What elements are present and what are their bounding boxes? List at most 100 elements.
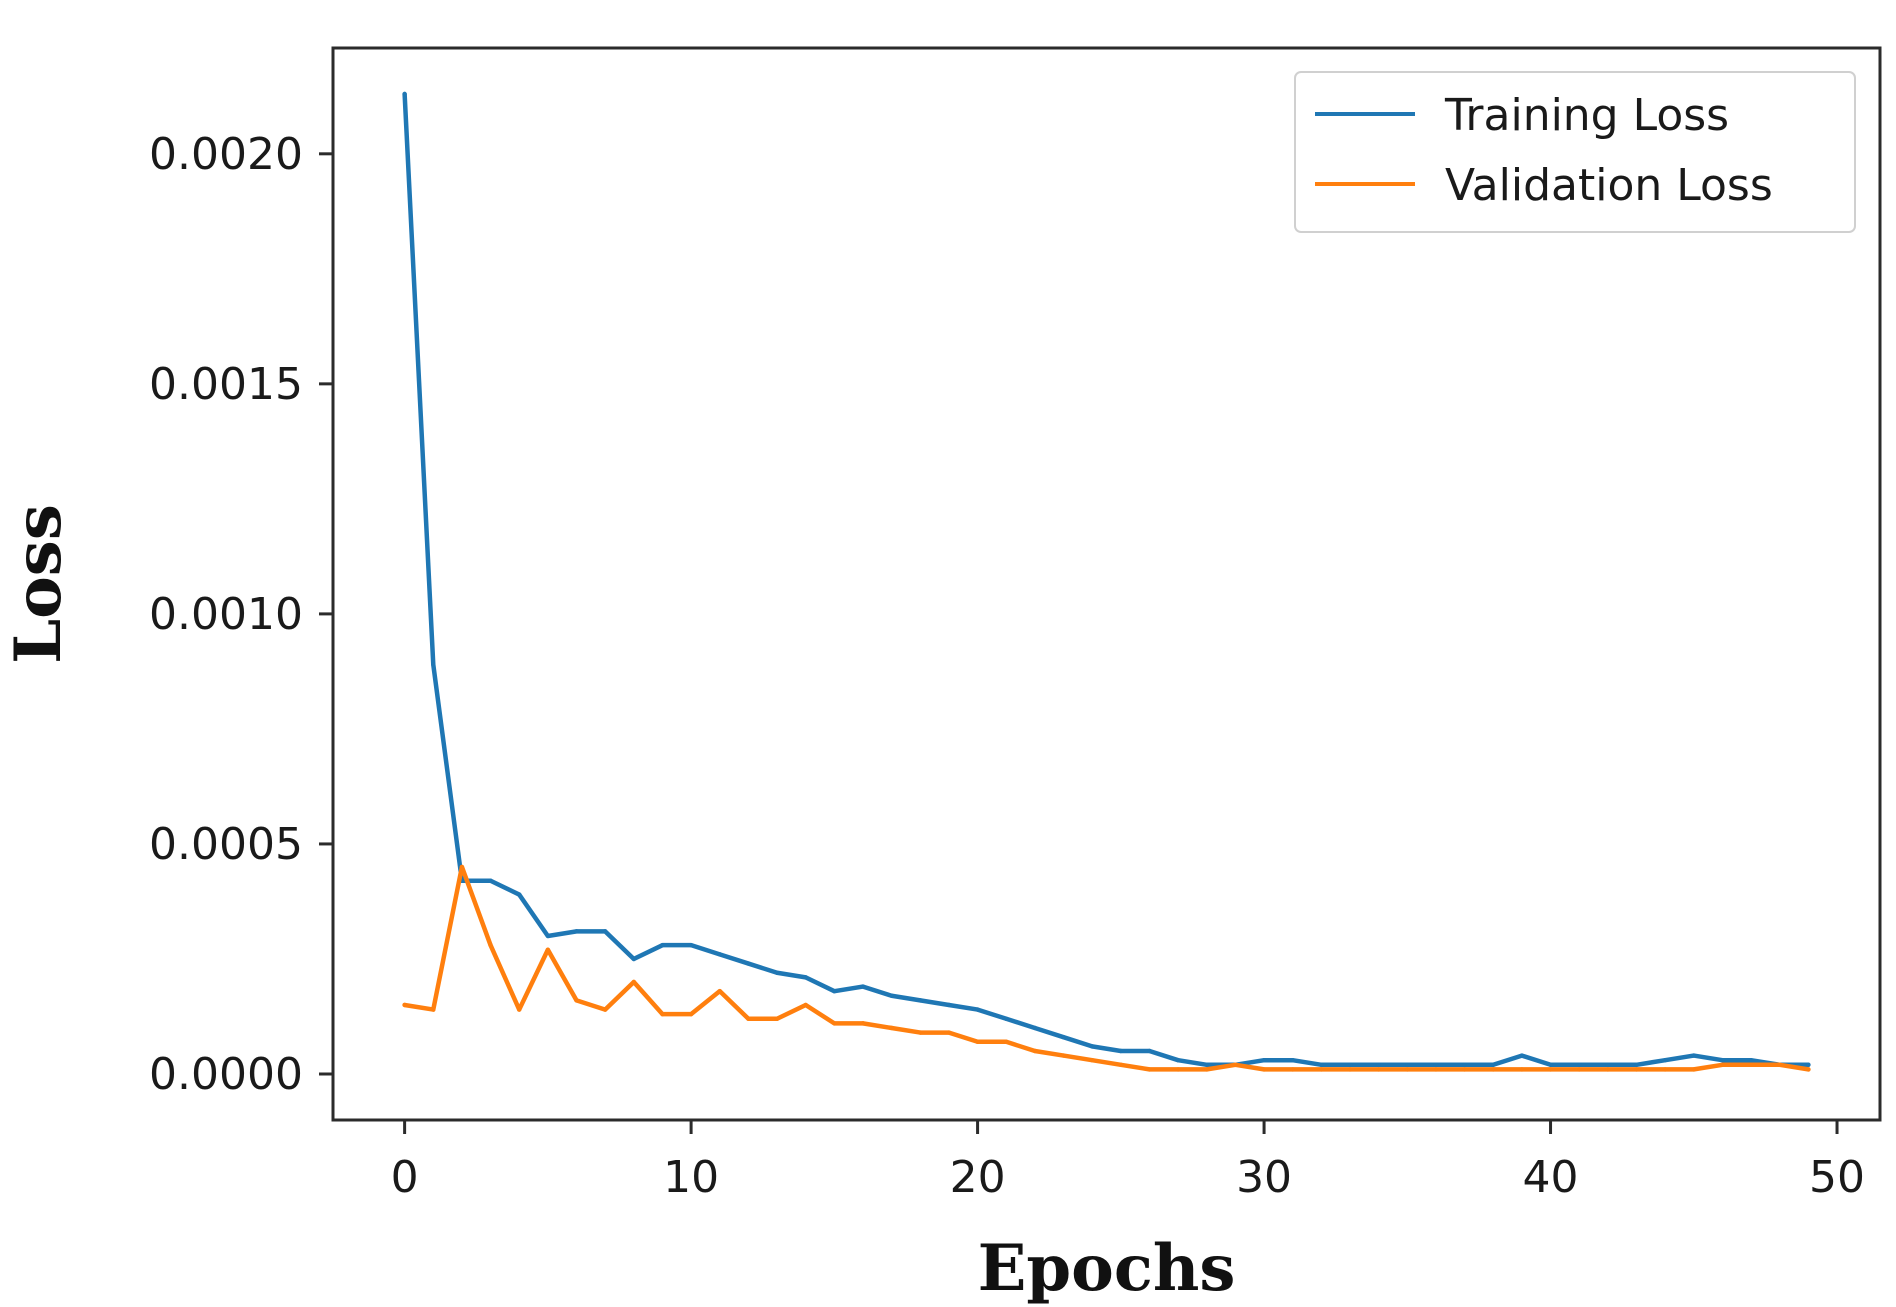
data-point-validation-loss <box>431 1007 436 1012</box>
data-point-validation-loss <box>860 1021 866 1026</box>
data-point-validation-loss <box>1175 1067 1181 1072</box>
x-tick-label: 0 <box>391 1152 419 1203</box>
data-point-validation-loss <box>517 1007 522 1012</box>
data-point-validation-loss <box>1147 1067 1152 1072</box>
data-point-training-loss <box>832 988 837 994</box>
data-point-validation-loss <box>1290 1067 1295 1072</box>
data-point-validation-loss <box>402 1002 407 1008</box>
data-point-validation-loss <box>1777 1062 1782 1067</box>
data-point-training-loss <box>717 952 722 957</box>
data-point-validation-loss <box>1433 1067 1439 1072</box>
data-point-training-loss <box>803 975 808 980</box>
data-point-validation-loss <box>574 998 579 1003</box>
data-point-validation-loss <box>803 1002 808 1008</box>
data-point-training-loss <box>1491 1062 1496 1067</box>
data-point-validation-loss <box>631 979 637 985</box>
data-point-training-loss <box>1204 1062 1209 1067</box>
data-point-training-loss <box>1806 1062 1811 1067</box>
data-point-training-loss <box>1118 1048 1124 1054</box>
data-point-validation-loss <box>1061 1053 1066 1058</box>
data-point-training-loss <box>574 929 579 934</box>
data-point-validation-loss <box>1319 1067 1324 1072</box>
plot-frame <box>331 46 1882 1122</box>
data-point-training-loss <box>1691 1053 1696 1058</box>
data-point-validation-loss <box>660 1011 665 1017</box>
plot-area <box>331 46 1882 1122</box>
data-point-validation-loss <box>1204 1067 1209 1072</box>
y-axis-title: Loss <box>1 504 76 664</box>
data-point-validation-loss <box>717 988 722 994</box>
data-point-training-loss <box>1032 1025 1038 1031</box>
data-point-validation-loss <box>545 947 551 952</box>
data-point-validation-loss <box>1462 1067 1467 1072</box>
data-point-training-loss <box>975 1007 980 1012</box>
data-point-validation-loss <box>832 1021 837 1026</box>
data-point-training-loss <box>1147 1048 1152 1054</box>
data-point-training-loss <box>1319 1062 1324 1067</box>
series-line-validation-loss <box>402 864 1811 1072</box>
data-point-training-loss <box>431 662 436 667</box>
data-point-training-loss <box>1004 1016 1009 1021</box>
data-point-validation-loss <box>1605 1067 1611 1072</box>
y-tick-label: 0.0005 <box>149 819 303 870</box>
data-point-validation-loss <box>1806 1067 1811 1072</box>
data-point-validation-loss <box>602 1007 608 1012</box>
data-point-training-loss <box>1347 1062 1353 1067</box>
data-point-validation-loss <box>1720 1062 1725 1067</box>
data-point-training-loss <box>1576 1062 1582 1067</box>
data-point-validation-loss <box>1118 1062 1124 1067</box>
x-tick-label: 10 <box>663 1152 719 1203</box>
x-axis-title: Epochs <box>978 1231 1236 1306</box>
data-point-validation-loss <box>1233 1062 1238 1067</box>
y-tick-label: 0.0020 <box>149 129 303 180</box>
data-point-training-loss <box>746 961 751 966</box>
data-point-training-loss <box>774 970 780 975</box>
series-layer <box>402 91 1811 1072</box>
data-point-training-loss <box>688 942 694 948</box>
data-point-validation-loss <box>946 1030 952 1035</box>
data-point-validation-loss <box>459 864 465 870</box>
data-point-validation-loss <box>488 942 493 948</box>
data-point-validation-loss <box>1491 1067 1496 1072</box>
data-point-training-loss <box>517 892 522 897</box>
data-point-validation-loss <box>1691 1067 1696 1072</box>
data-point-training-loss <box>402 91 407 97</box>
data-point-validation-loss <box>1405 1067 1410 1072</box>
data-point-training-loss <box>946 1002 952 1008</box>
legend-label-training-loss: Training Loss <box>1444 90 1729 141</box>
data-point-validation-loss <box>1576 1067 1582 1072</box>
x-axis: 0 10 20 30 40 50 <box>391 1120 1865 1203</box>
data-point-training-loss <box>1405 1062 1410 1067</box>
x-tick-label: 50 <box>1809 1152 1865 1203</box>
x-tick-label: 20 <box>950 1152 1006 1203</box>
y-tick-label: 0.0000 <box>149 1049 303 1100</box>
data-point-training-loss <box>1433 1062 1439 1067</box>
data-point-training-loss <box>918 998 923 1003</box>
data-point-training-loss <box>889 993 894 998</box>
data-point-validation-loss <box>1089 1057 1095 1063</box>
data-point-training-loss <box>1548 1062 1553 1067</box>
legend: Training Loss Validation Loss <box>1294 71 1856 233</box>
data-point-validation-loss <box>1662 1067 1668 1072</box>
data-point-training-loss <box>602 929 608 934</box>
data-point-validation-loss <box>1519 1067 1525 1072</box>
data-point-validation-loss <box>774 1016 780 1021</box>
data-point-training-loss <box>1290 1057 1295 1063</box>
data-point-validation-loss <box>975 1039 980 1044</box>
data-point-training-loss <box>631 956 637 962</box>
legend-box <box>1294 71 1856 233</box>
data-point-validation-loss <box>1748 1062 1754 1067</box>
data-point-validation-loss <box>1347 1067 1353 1072</box>
data-point-validation-loss <box>1032 1048 1038 1054</box>
x-tick-label: 40 <box>1523 1152 1579 1203</box>
data-point-training-loss <box>1089 1044 1095 1049</box>
data-point-training-loss <box>1061 1034 1066 1040</box>
data-point-training-loss <box>1634 1062 1639 1067</box>
data-point-validation-loss <box>918 1030 923 1035</box>
data-point-training-loss <box>1519 1053 1525 1058</box>
data-point-training-loss <box>1175 1057 1181 1063</box>
data-point-training-loss <box>1662 1057 1668 1063</box>
data-point-training-loss <box>1605 1062 1611 1067</box>
